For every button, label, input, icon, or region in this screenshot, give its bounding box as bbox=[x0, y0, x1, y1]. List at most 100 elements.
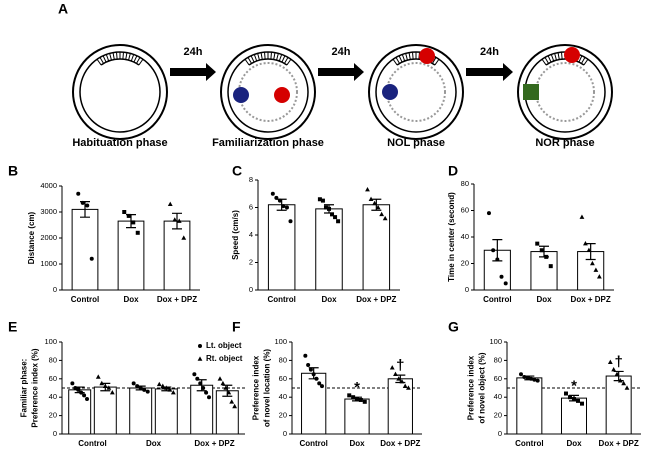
y-tick-label: 0 bbox=[498, 429, 502, 438]
data-point bbox=[73, 386, 78, 390]
y-tick-label: 2 bbox=[249, 257, 253, 266]
data-point bbox=[226, 390, 232, 395]
object-zone bbox=[535, 62, 595, 122]
data-point bbox=[76, 191, 81, 196]
panel-letter: A bbox=[58, 1, 68, 17]
object-zone bbox=[238, 62, 298, 122]
significance-label: † bbox=[614, 353, 622, 370]
data-point bbox=[548, 264, 553, 269]
bar bbox=[117, 220, 145, 291]
y-tick-label: 80 bbox=[461, 179, 469, 188]
data-point bbox=[99, 380, 105, 386]
data-point bbox=[522, 374, 527, 379]
comb-arc bbox=[545, 58, 585, 66]
arena-outer bbox=[72, 44, 168, 140]
data-point bbox=[617, 378, 623, 383]
arrow bbox=[466, 63, 513, 81]
data-point bbox=[138, 386, 143, 390]
y-tick-label: 4000 bbox=[40, 181, 57, 190]
y-axis-label: of novel object (%) bbox=[478, 352, 487, 423]
data-point bbox=[499, 274, 504, 279]
data-point bbox=[85, 397, 90, 402]
object bbox=[419, 48, 435, 64]
comb-tooth bbox=[122, 52, 124, 60]
data-point bbox=[270, 191, 275, 196]
data-point bbox=[323, 205, 328, 210]
comb-tooth bbox=[136, 57, 141, 64]
comb-tooth bbox=[253, 54, 258, 62]
data-point bbox=[607, 359, 613, 365]
y-tick-label: 60 bbox=[461, 205, 469, 214]
data-point bbox=[382, 215, 388, 221]
arrow-label: 24h bbox=[184, 46, 203, 58]
bar bbox=[267, 204, 296, 291]
bar bbox=[215, 390, 239, 435]
data-point bbox=[586, 247, 592, 253]
comb-tooth bbox=[133, 55, 138, 63]
y-tick-label: 100 bbox=[489, 337, 502, 346]
y-tick-label: 6 bbox=[249, 202, 253, 211]
data-point bbox=[207, 395, 212, 400]
data-point bbox=[274, 195, 279, 200]
x-tick-label: Control bbox=[515, 439, 543, 448]
y-tick-label: 3000 bbox=[40, 207, 57, 216]
data-point bbox=[131, 381, 136, 386]
panel-letter: G bbox=[448, 319, 459, 335]
data-point bbox=[567, 395, 572, 400]
error-bar bbox=[222, 384, 233, 397]
comb-tooth bbox=[278, 54, 283, 62]
data-point bbox=[579, 214, 585, 219]
y-tick-label: 40 bbox=[279, 392, 287, 401]
data-point bbox=[330, 212, 335, 217]
data-point bbox=[160, 383, 166, 388]
data-point bbox=[172, 217, 178, 222]
x-tick-label: Dox + DPZ bbox=[194, 439, 234, 448]
comb-tooth bbox=[550, 54, 555, 62]
y-tick-label: 0 bbox=[53, 429, 57, 438]
y-tick-label: 0 bbox=[283, 429, 287, 438]
y-tick-label: 2000 bbox=[40, 233, 57, 242]
data-point bbox=[327, 206, 331, 211]
data-point bbox=[358, 397, 363, 402]
comb-tooth bbox=[434, 58, 440, 66]
data-point bbox=[311, 372, 316, 377]
data-point bbox=[131, 220, 136, 225]
phase-label: Habituation phase bbox=[72, 137, 167, 149]
data-point bbox=[142, 387, 147, 392]
data-point bbox=[317, 381, 322, 386]
data-point bbox=[135, 230, 140, 235]
data-point bbox=[611, 367, 617, 372]
data-point bbox=[82, 393, 87, 398]
arrow bbox=[170, 63, 216, 81]
arrow-label: 24h bbox=[332, 46, 351, 58]
y-tick-label: 60 bbox=[49, 374, 57, 383]
y-tick-label: 4 bbox=[249, 230, 253, 239]
data-point bbox=[535, 378, 540, 383]
comb-tooth bbox=[398, 55, 403, 63]
comb-tooth bbox=[273, 52, 276, 60]
data-point bbox=[365, 187, 370, 192]
legend-marker bbox=[198, 344, 202, 348]
x-tick-label: Dox bbox=[123, 295, 139, 304]
arena-inner bbox=[79, 51, 161, 133]
data-point bbox=[85, 203, 90, 208]
x-tick-label: Dox bbox=[349, 439, 365, 448]
data-point bbox=[70, 381, 75, 386]
comb-tooth bbox=[257, 53, 260, 61]
y-tick-label: 40 bbox=[494, 392, 502, 401]
data-point bbox=[122, 210, 127, 214]
data-point bbox=[195, 376, 200, 381]
bar bbox=[190, 384, 214, 435]
y-axis-label: of novel location (%) bbox=[263, 349, 272, 428]
bar bbox=[71, 208, 99, 291]
comb-arc bbox=[396, 58, 436, 66]
y-tick-label: 100 bbox=[44, 337, 57, 346]
data-point bbox=[406, 385, 411, 390]
arena-outer bbox=[368, 44, 464, 140]
data-point bbox=[347, 393, 352, 398]
comb-tooth bbox=[554, 53, 557, 61]
data-point bbox=[362, 399, 367, 404]
object-zone bbox=[386, 62, 446, 122]
y-tick-label: 0 bbox=[465, 285, 469, 294]
